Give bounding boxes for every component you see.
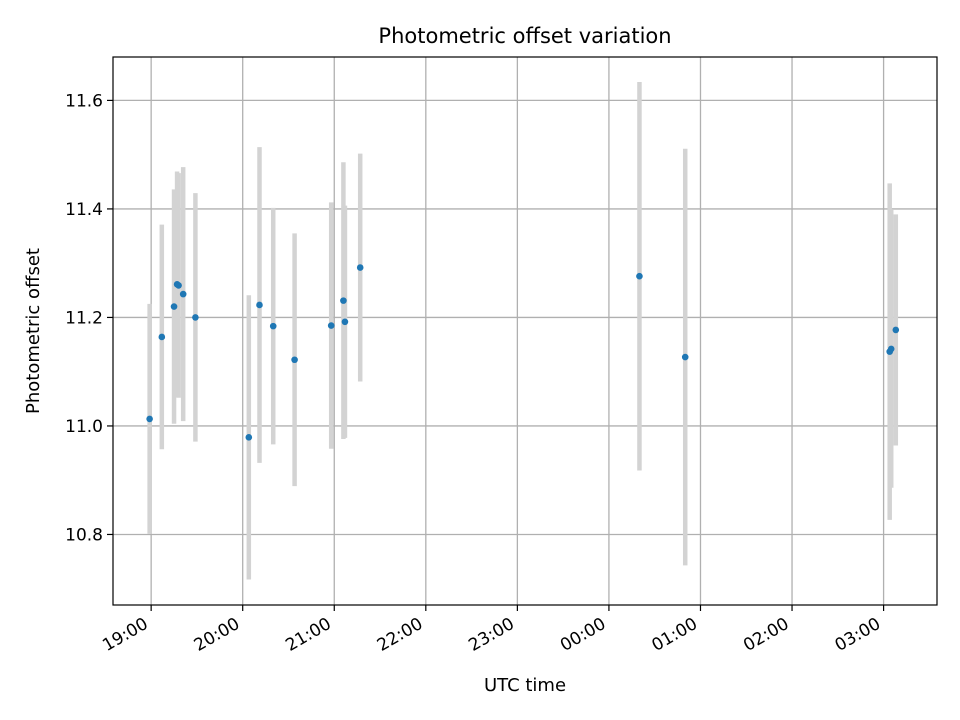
data-point: [158, 333, 166, 341]
data-point: [681, 353, 689, 361]
x-tick-label: 22:00: [374, 614, 426, 656]
data-point: [179, 290, 187, 298]
data-point: [146, 415, 153, 423]
y-axis-label: Photometric offset: [23, 248, 44, 414]
x-tick-label: 23:00: [465, 614, 517, 656]
x-tick-label: 21:00: [282, 614, 334, 656]
data-point: [192, 314, 199, 321]
x-axis-label: UTC time: [484, 675, 566, 696]
y-tick-label: 11.2: [65, 308, 103, 328]
y-tick-label: 11.6: [65, 91, 103, 111]
data-points: [146, 264, 900, 441]
grid: [113, 57, 937, 605]
plot-area-frame: [112, 56, 938, 606]
data-point: [269, 322, 277, 330]
y-axis-ticks: 10.8 11.0 11.2 11.4 11.6: [65, 91, 113, 545]
data-point: [170, 303, 178, 310]
data-point: [341, 318, 349, 326]
x-axis-ticks: 19:00 20:00 21:00 22:00 23:00 00:00 01:00 02:00…: [99, 605, 885, 656]
x-tick-label: 20:00: [191, 614, 243, 656]
data-point: [175, 282, 182, 289]
data-point: [340, 297, 347, 304]
data-point: [356, 264, 364, 271]
x-tick-label: 00:00: [557, 614, 609, 656]
data-point: [892, 326, 900, 334]
data-point: [245, 434, 253, 441]
data-point: [636, 272, 643, 280]
y-tick-label: 11.4: [65, 200, 103, 220]
error-bars: [147, 81, 899, 580]
x-tick-label: 03:00: [832, 614, 884, 656]
data-point: [327, 322, 335, 329]
data-point: [291, 356, 298, 364]
y-tick-label: 11.0: [65, 417, 103, 437]
x-tick-label: 19:00: [99, 614, 151, 656]
chart-title: Photometric offset variation: [378, 24, 671, 48]
x-tick-label: 01:00: [649, 614, 701, 656]
x-tick-label: 02:00: [740, 614, 792, 656]
data-point: [256, 301, 263, 309]
y-tick-label: 10.8: [65, 525, 103, 545]
data-point: [887, 345, 895, 353]
